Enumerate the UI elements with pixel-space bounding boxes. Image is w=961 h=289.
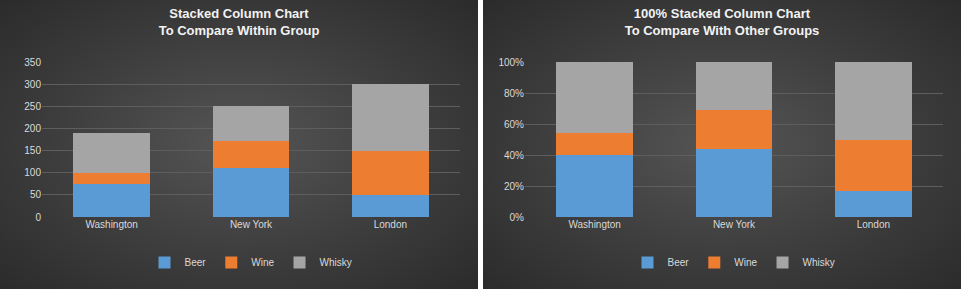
- svg-text:0%: 0%: [510, 212, 525, 223]
- svg-text:100%: 100%: [498, 57, 524, 68]
- svg-text:New York: New York: [713, 219, 756, 230]
- svg-text:250: 250: [24, 101, 41, 112]
- svg-text:Stacked Column ChartTo Compare: Stacked Column ChartTo Compare Within Gr…: [159, 6, 320, 38]
- svg-text:200: 200: [24, 123, 41, 134]
- svg-text:40%: 40%: [504, 150, 524, 161]
- svg-text:0: 0: [35, 212, 41, 223]
- svg-text:80%: 80%: [504, 88, 524, 99]
- svg-text:100: 100: [24, 167, 41, 178]
- svg-text:50: 50: [30, 189, 42, 200]
- svg-text:Washington: Washington: [568, 219, 620, 230]
- svg-text:60%: 60%: [504, 119, 524, 130]
- svg-text:Wine: Wine: [734, 257, 757, 268]
- svg-text:Wine: Wine: [251, 257, 274, 268]
- svg-text:London: London: [374, 219, 407, 230]
- svg-text:150: 150: [24, 145, 41, 156]
- svg-text:Beer: Beer: [185, 257, 207, 268]
- svg-text:Whisky: Whisky: [320, 257, 352, 268]
- svg-text:100% Stacked Column ChartTo Co: 100% Stacked Column ChartTo Compare With…: [625, 6, 820, 38]
- svg-text:300: 300: [24, 79, 41, 90]
- svg-text:350: 350: [24, 57, 41, 68]
- svg-text:20%: 20%: [504, 181, 524, 192]
- svg-text:Beer: Beer: [668, 257, 690, 268]
- svg-text:New York: New York: [230, 219, 273, 230]
- svg-text:Washington: Washington: [85, 219, 137, 230]
- svg-text:Whisky: Whisky: [803, 257, 835, 268]
- svg-text:London: London: [857, 219, 890, 230]
